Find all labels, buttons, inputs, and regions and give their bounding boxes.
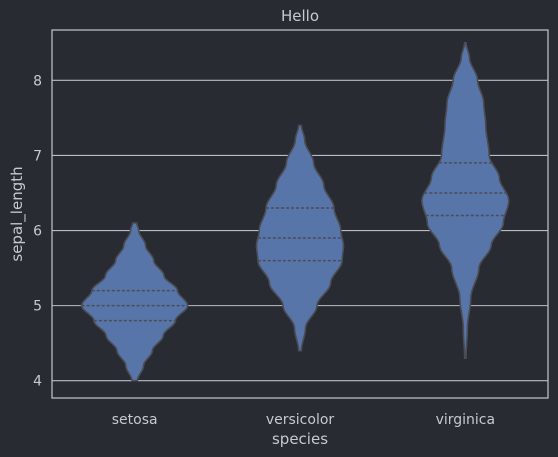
- y-tick-label-4: 4: [33, 374, 42, 390]
- y-tick-label-5: 5: [33, 299, 42, 315]
- y-axis-label: sepal_length: [8, 166, 27, 261]
- violin-virginica: [421, 41, 510, 359]
- x-tick-label-versicolor: versicolor: [266, 412, 335, 428]
- y-tick-label-7: 7: [33, 148, 42, 164]
- violin-setosa: [80, 222, 189, 382]
- violins: [80, 41, 510, 382]
- y-tick-labels: 4 5 6 7 8: [33, 73, 42, 389]
- plot-frame: [51, 29, 549, 399]
- y-tick-label-8: 8: [33, 73, 42, 89]
- x-axis-label: species: [272, 430, 328, 448]
- chart-title: Hello: [281, 7, 319, 25]
- x-tick-label-setosa: setosa: [112, 412, 158, 428]
- x-tick-labels: setosa versicolor virginica: [112, 412, 495, 428]
- x-tick-label-virginica: virginica: [436, 412, 496, 428]
- y-tick-label-6: 6: [33, 224, 42, 240]
